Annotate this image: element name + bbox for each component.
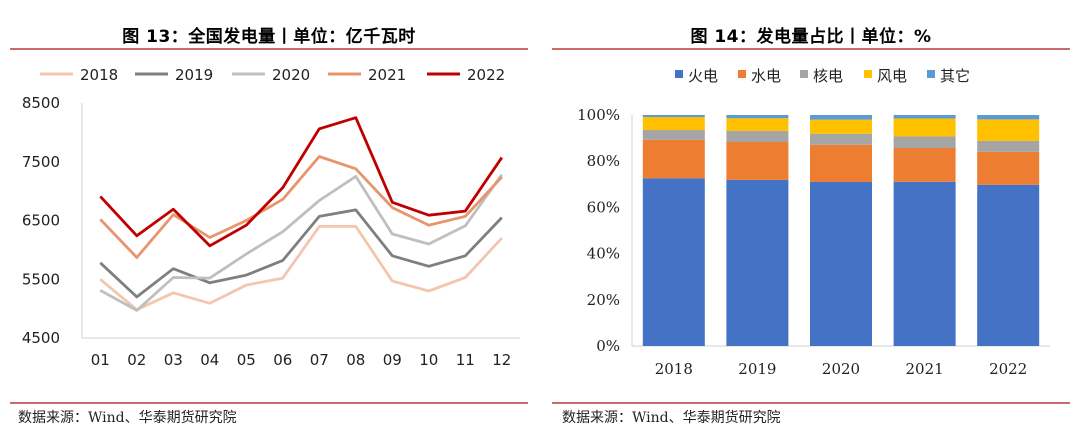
legend-label-核电: 核电 [813, 67, 843, 85]
bar-segment-水电-2021 [893, 148, 956, 182]
line-series-2020 [99, 173, 503, 312]
bar-segment-水电-2020 [810, 144, 872, 182]
line-chart-x-tick-label: 05 [237, 351, 256, 369]
legend-label-其它: 其它 [940, 67, 970, 85]
bar-chart-y-tick-label: 20% [587, 291, 620, 309]
line-chart-y-tick-label: 5500 [22, 270, 60, 288]
line-chart-y-tick-label: 6500 [22, 212, 60, 230]
bar-segment-风电-2022 [977, 119, 1040, 141]
bar-segment-其它-2020 [810, 115, 872, 120]
bar-chart-y-tick-label: 40% [587, 245, 620, 263]
bar-chart-y-tick-label: 80% [587, 152, 620, 170]
line-chart-y-tick-label: 8500 [22, 94, 60, 112]
line-chart-y-tick-label: 4500 [22, 329, 60, 347]
bar-chart-x-tick-label: 2021 [906, 360, 944, 378]
right-chart-title: 图 14：发电量占比丨单位：% [690, 27, 932, 47]
line-chart-x-tick-label: 08 [346, 351, 365, 369]
bar-segment-水电-2022 [977, 151, 1040, 185]
bar-chart-y-tick-label: 100% [577, 106, 620, 124]
bar-segment-水电-2018 [642, 139, 705, 179]
legend-swatch-风电 [864, 70, 872, 78]
line-series-2019 [99, 208, 503, 299]
bar-segment-其它-2021 [893, 115, 956, 119]
line-series-2021 [99, 155, 503, 259]
right-source-note: 数据来源：Wind、华泰期货研究院 [562, 410, 781, 426]
right-source-rule [552, 402, 1070, 404]
legend-swatch-水电 [738, 70, 746, 78]
bar-segment-其它-2022 [977, 115, 1040, 120]
bar-segment-核电-2021 [893, 136, 956, 149]
legend-swatch-核电 [800, 70, 808, 78]
legend-label-水电: 水电 [751, 67, 781, 85]
bar-segment-风电-2019 [726, 118, 789, 131]
line-series-2018 [99, 224, 503, 312]
line-chart-x-tick-label: 02 [127, 351, 146, 369]
line-chart-y-tick-label: 7500 [22, 153, 60, 171]
bar-segment-核电-2019 [726, 130, 789, 143]
bar-chart-x-tick-label: 2018 [655, 360, 693, 378]
left-source-note: 数据来源：Wind、华泰期货研究院 [18, 410, 237, 426]
line-chart-x-tick-label: 07 [310, 351, 329, 369]
line-chart-x-tick-label: 04 [200, 351, 219, 369]
left-source-rule [10, 402, 528, 404]
line-chart-x-tick-label: 01 [91, 351, 110, 369]
bar-chart-x-tick-label: 2020 [822, 360, 860, 378]
legend-label-2018: 2018 [80, 66, 118, 84]
line-series-2022 [99, 116, 503, 248]
bar-segment-其它-2018 [642, 115, 705, 118]
bar-segment-核电-2018 [642, 130, 705, 140]
bar-chart-y-tick-label: 60% [587, 198, 620, 216]
line-chart-x-tick-label: 12 [492, 351, 511, 369]
bar-segment-火电-2019 [726, 179, 789, 346]
bar-segment-核电-2020 [810, 133, 872, 145]
bar-segment-其它-2019 [726, 115, 789, 119]
legend-label-2020: 2020 [272, 66, 310, 84]
legend-swatch-其它 [927, 70, 935, 78]
bar-segment-火电-2018 [642, 178, 705, 346]
bar-segment-核电-2022 [977, 140, 1040, 152]
left-chart-title: 图 13：全国发电量丨单位：亿千瓦时 [122, 27, 416, 47]
line-chart-x-tick-label: 09 [383, 351, 402, 369]
legend-label-2022: 2022 [467, 66, 505, 84]
bar-chart-x-tick-label: 2019 [738, 360, 776, 378]
bar-segment-火电-2022 [977, 184, 1040, 346]
legend-label-风电: 风电 [877, 67, 907, 85]
bar-segment-火电-2020 [810, 181, 872, 346]
line-chart-x-tick-label: 06 [273, 351, 292, 369]
legend-label-火电: 火电 [688, 67, 718, 85]
bar-segment-火电-2021 [893, 181, 956, 346]
legend-label-2019: 2019 [175, 66, 213, 84]
line-chart-x-tick-label: 11 [456, 351, 475, 369]
bar-segment-水电-2019 [726, 142, 789, 180]
bar-segment-风电-2020 [810, 119, 872, 134]
legend-label-2021: 2021 [368, 66, 406, 84]
legend-swatch-火电 [675, 70, 683, 78]
right-title-rule [552, 48, 1070, 50]
line-chart-x-tick-label: 10 [419, 351, 438, 369]
bar-segment-风电-2021 [893, 118, 956, 137]
line-chart-x-tick-label: 03 [164, 351, 183, 369]
bar-chart-y-tick-label: 0% [596, 337, 620, 355]
bar-chart-x-tick-label: 2022 [989, 360, 1027, 378]
bar-segment-风电-2018 [642, 117, 705, 131]
left-title-rule [10, 48, 528, 50]
